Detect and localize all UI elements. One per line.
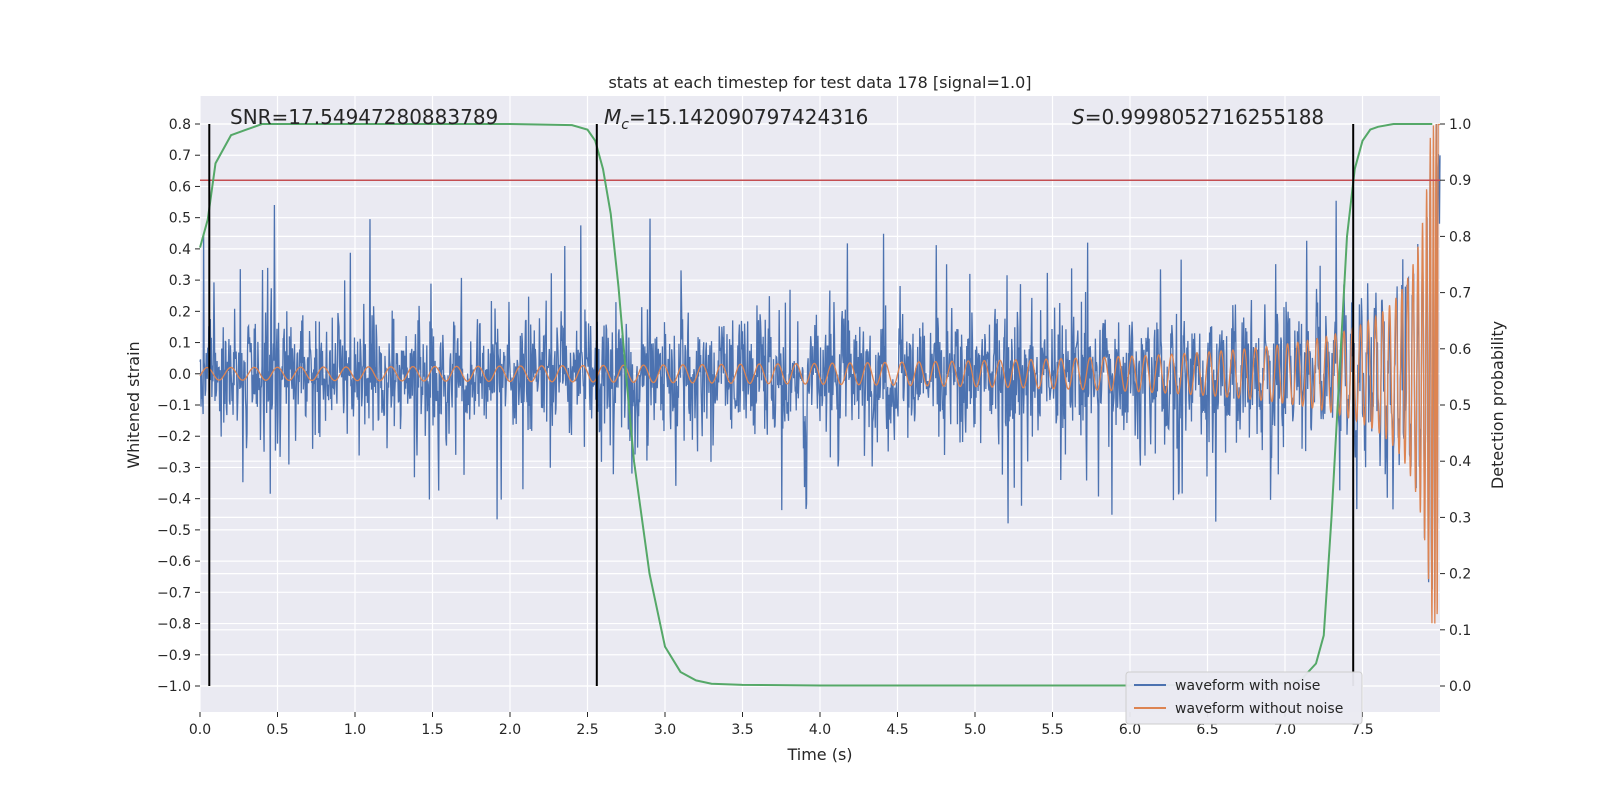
y2-tick-label: 0.3: [1449, 510, 1471, 526]
x-tick-label: 7.5: [1351, 722, 1373, 738]
legend-box: [1125, 671, 1363, 725]
s-value: =0.9998052716255188: [1085, 105, 1324, 129]
y-tick-label: −0.8: [157, 617, 191, 633]
x-tick-label: 3.0: [654, 722, 676, 738]
x-tick-label: 0.5: [266, 722, 288, 738]
legend: waveform with noise waveform without noi…: [1125, 671, 1363, 725]
x-tick-label: 7.0: [1274, 722, 1296, 738]
x-tick-label: 5.5: [1041, 722, 1063, 738]
y2-tick-label: 0.5: [1449, 398, 1471, 414]
x-tick-label: 4.0: [809, 722, 831, 738]
x-tick-label: 2.0: [499, 722, 521, 738]
series-layer: [199, 123, 1441, 687]
y-tick-label: 0.1: [169, 336, 191, 352]
y-tick-label: −0.3: [157, 460, 191, 476]
y-tick-label: −0.4: [157, 492, 191, 508]
y2-axis-label: Detection probability: [1488, 321, 1507, 489]
y2-tick-label: 0.7: [1449, 286, 1471, 302]
chart-title: stats at each timestep for test data 178…: [608, 73, 1031, 92]
y-tick-label: −0.2: [157, 429, 191, 445]
x-tick-label: 4.5: [886, 722, 908, 738]
mc-value: =15.142090797424316: [629, 105, 868, 129]
y-tick-label: 0.0: [169, 367, 191, 383]
x-tick-label: 5.0: [964, 722, 986, 738]
y2-tick-label: 0.1: [1449, 623, 1471, 639]
x-tick-label: 0.0: [189, 722, 211, 738]
series-detection-probability: [199, 123, 1433, 687]
legend-label-noisy: waveform with noise: [1175, 678, 1320, 694]
y-tick-label: −0.1: [157, 398, 191, 414]
y-tick-label: 0.4: [169, 242, 191, 258]
x-axis: 0.0 0.5 1.0 1.5 2.0 2.5 3.0 3.5 4.0 4.5 5.0 5.5 6.0 6…: [189, 712, 1374, 738]
mc-symbol: M: [604, 105, 621, 129]
x-tick-label: 3.5: [731, 722, 753, 738]
y-tick-label: −0.7: [157, 585, 191, 601]
y2-tick-label: 0.8: [1449, 229, 1471, 245]
series-waveform-with-noise: [199, 123, 1441, 604]
y-tick-label: 0.6: [169, 179, 191, 195]
y-tick-label: 0.2: [169, 304, 191, 320]
y-axis-right: 1.0 0.9 0.8 0.7 0.6 0.5 0.4 0.3 0.2 0.1 0.0: [1440, 117, 1471, 695]
y2-tick-label: 0.4: [1449, 454, 1471, 470]
x-tick-label: 2.5: [576, 722, 598, 738]
s-symbol: S: [1072, 105, 1085, 129]
y2-tick-label: 1.0: [1449, 117, 1471, 133]
legend-label-clean: waveform without noise: [1175, 701, 1343, 717]
y-tick-label: 0.3: [169, 273, 191, 289]
y-tick-label: 0.7: [169, 148, 191, 164]
mc-subscript: c: [621, 117, 629, 133]
y2-tick-label: 0.2: [1449, 567, 1471, 583]
y-axis-label: Whitened strain: [124, 341, 143, 468]
snr-annotation: SNR=17.54947280883789: [230, 105, 498, 129]
x-tick-label: 1.5: [421, 722, 443, 738]
x-tick-label: 6.5: [1196, 722, 1218, 738]
series-waveform-without-noise: [199, 123, 1440, 624]
y2-tick-label: 0.6: [1449, 342, 1471, 358]
y-tick-label: −1.0: [157, 679, 191, 695]
grid-lines: [199, 96, 1440, 712]
y-tick-label: 0.5: [169, 211, 191, 227]
y-axis-left: 0.8 0.7 0.6 0.5 0.4 0.3 0.2 0.1 0.0 −0.1 −0.2 −0.3 −…: [157, 117, 200, 695]
x-tick-label: 6.0: [1119, 722, 1141, 738]
y2-tick-label: 0.9: [1449, 173, 1471, 189]
y-tick-label: −0.5: [157, 523, 191, 539]
y-tick-label: −0.6: [157, 554, 191, 570]
y2-tick-label: 0.0: [1449, 679, 1471, 695]
y-tick-label: −0.9: [157, 648, 191, 664]
y-tick-label: 0.8: [169, 117, 191, 133]
x-axis-label: Time (s): [786, 745, 852, 764]
s-annotation: S=0.9998052716255188: [1072, 105, 1324, 129]
mc-annotation: Mc=15.142090797424316: [604, 105, 868, 133]
x-tick-label: 1.0: [344, 722, 366, 738]
